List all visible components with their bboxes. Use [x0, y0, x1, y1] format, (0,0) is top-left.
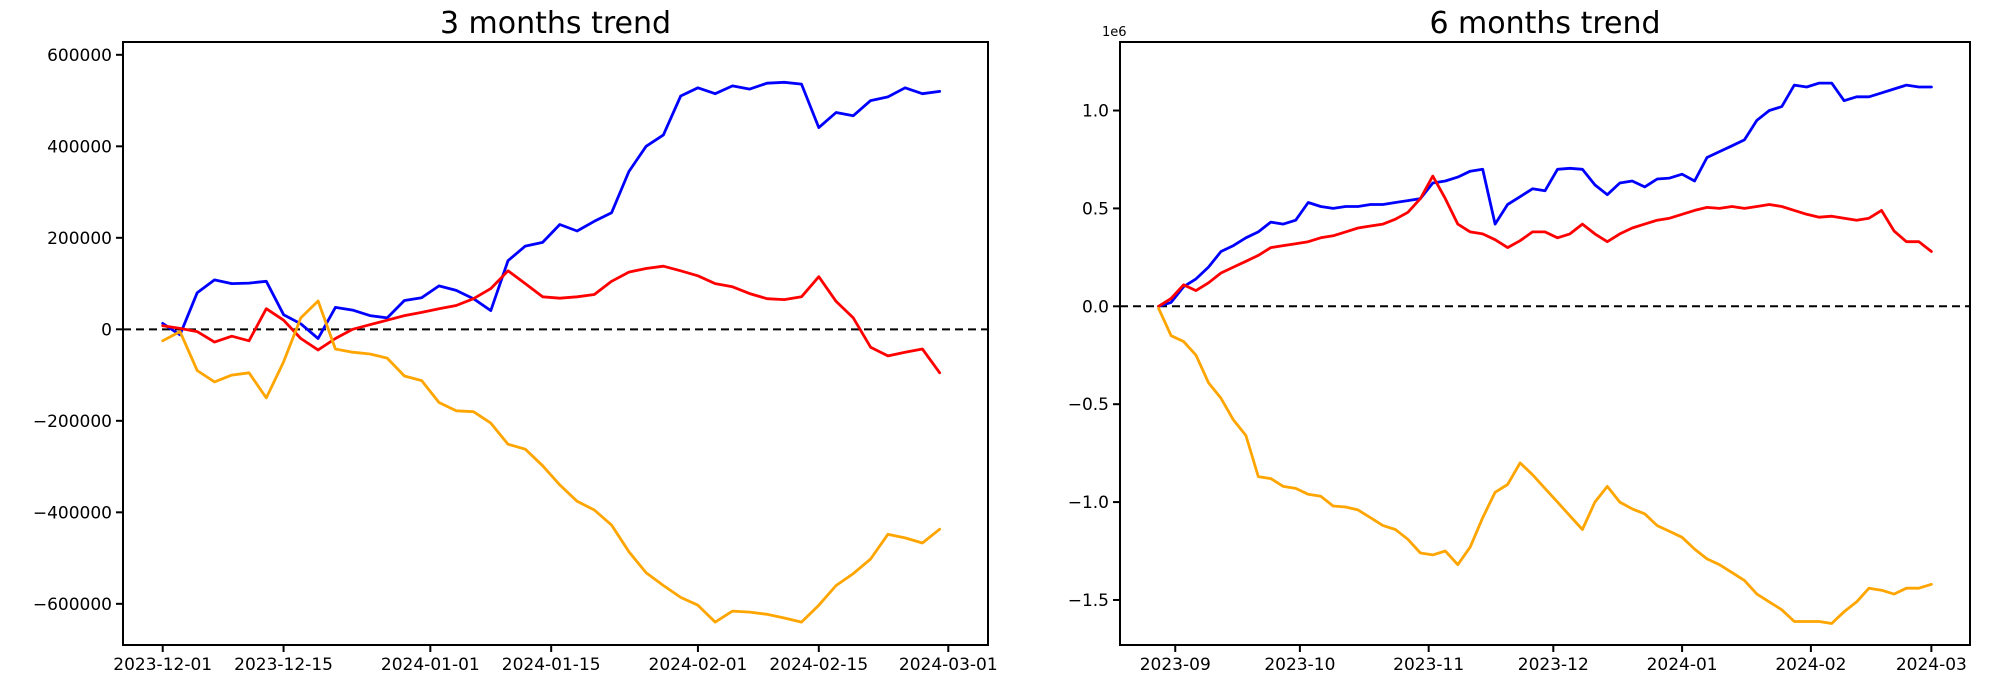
series-line-red	[1157, 174, 1933, 308]
plot-svg-3-months: 2023-12-01 2023-12-15 2024-01-01 2024-01-15…	[33, 41, 998, 675]
x-tick-label: 2024-01-15	[502, 655, 601, 675]
x-tick-label: 2024-03	[1896, 655, 1967, 675]
y-tick-label: −600000	[33, 595, 112, 615]
chart-title-6-months: 6 months trend	[1429, 6, 1661, 41]
y-tick-label: 400000	[47, 137, 112, 157]
plot-svg-6-months: 2023-09 2023-10 2023-11 2023-12 2024-01 2024-…	[1068, 25, 1971, 675]
y-tick-label: 0.5	[1082, 199, 1109, 219]
x-tick-label: 2024-01-01	[381, 655, 480, 675]
y-tick-label: 600000	[47, 46, 112, 66]
series-line-red	[161, 264, 942, 375]
y-tick-label: −0.5	[1068, 395, 1109, 415]
x-tick-label: 2024-02-15	[769, 655, 868, 675]
chart-title-3-months: 3 months trend	[439, 6, 672, 41]
y-tick-label: −200000	[33, 412, 112, 432]
x-tick-label: 2024-03-01	[899, 655, 998, 675]
series-line-blue	[1157, 81, 1933, 308]
chart-3-months-trend: 3 months trend 2023-12-01 2023-12-15 2024-…	[33, 6, 998, 675]
y-axis-offset-label: 1e6	[1102, 25, 1127, 40]
y-tick-label: −1.0	[1068, 493, 1109, 513]
y-tick-label: 200000	[47, 229, 112, 249]
x-tick-label: 2023-09	[1140, 655, 1211, 675]
y-tick-label: −400000	[33, 503, 112, 523]
series-line-orange	[161, 299, 942, 624]
x-tick-label: 2023-12-01	[113, 655, 212, 675]
axes-frame	[122, 41, 989, 646]
y-tick-label: 0.0	[1082, 297, 1109, 317]
series-line-orange	[1157, 306, 1933, 625]
series-line-blue	[161, 80, 942, 340]
chart-6-months-trend: 6 months trend 2023-09 2023-10 2023-11 2023…	[1000, 0, 2000, 700]
x-tick-label: 2023-12	[1518, 655, 1589, 675]
y-tick-label: 1.0	[1082, 102, 1109, 122]
y-tick-label: −1.5	[1068, 591, 1109, 611]
x-tick-label: 2023-11	[1393, 655, 1464, 675]
x-tick-label: 2024-02	[1775, 655, 1846, 675]
x-tick-label: 2023-12-15	[234, 655, 333, 675]
axes-frame	[1119, 41, 1971, 646]
x-tick-label: 2024-02-01	[649, 655, 748, 675]
x-tick-label: 2023-10	[1264, 655, 1335, 675]
y-tick-label: 0	[101, 320, 112, 340]
x-tick-label: 2024-01	[1647, 655, 1718, 675]
